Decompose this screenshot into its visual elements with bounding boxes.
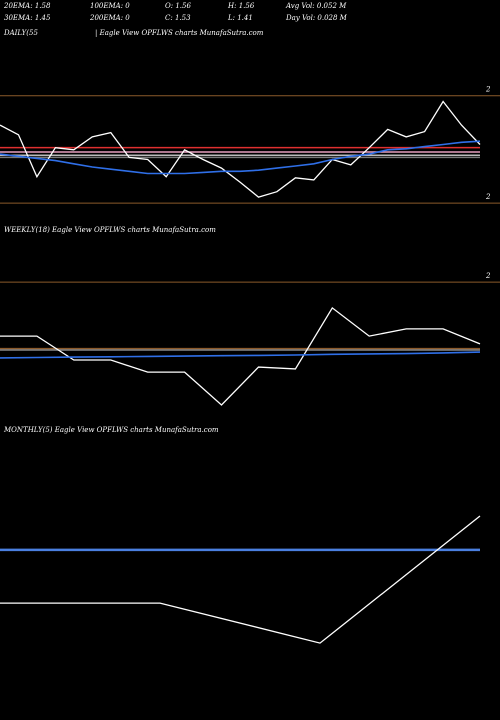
panel-title: MONTHLY(5) Eagle View OPFLWS charts Muna… bbox=[3, 426, 219, 434]
price-line bbox=[0, 306, 481, 406]
y-tick-label: 2 bbox=[485, 272, 491, 280]
ema-line bbox=[0, 140, 481, 175]
stat-label: Avg Vol: 0.052 M bbox=[285, 2, 347, 10]
ema-line bbox=[0, 351, 481, 359]
stat-label: L: 1.41 bbox=[227, 14, 253, 22]
price-line bbox=[0, 100, 481, 198]
panel-title: DAILY(55 bbox=[3, 29, 38, 37]
y-tick-label: 2 bbox=[485, 86, 491, 94]
y-tick-label: 2 bbox=[485, 193, 491, 201]
stat-label: Day Vol: 0.028 M bbox=[285, 14, 348, 22]
stat-label: H: 1.56 bbox=[227, 2, 255, 10]
stat-label: 30EMA: 1.45 bbox=[4, 14, 51, 22]
stat-label: C: 1.53 bbox=[165, 14, 191, 22]
stat-label: O: 1.56 bbox=[165, 2, 191, 10]
stat-label: 200EMA: 0 bbox=[89, 14, 130, 22]
stat-label: 100EMA: 0 bbox=[90, 2, 130, 10]
panel-title: WEEKLY(18) Eagle View OPFLWS charts Muna… bbox=[4, 226, 216, 234]
price-line bbox=[0, 515, 481, 644]
stat-label: 20EMA: 1.58 bbox=[3, 2, 51, 10]
panel-subtitle: | Eagle View OPFLWS charts MunafaSutra.c… bbox=[95, 29, 264, 37]
